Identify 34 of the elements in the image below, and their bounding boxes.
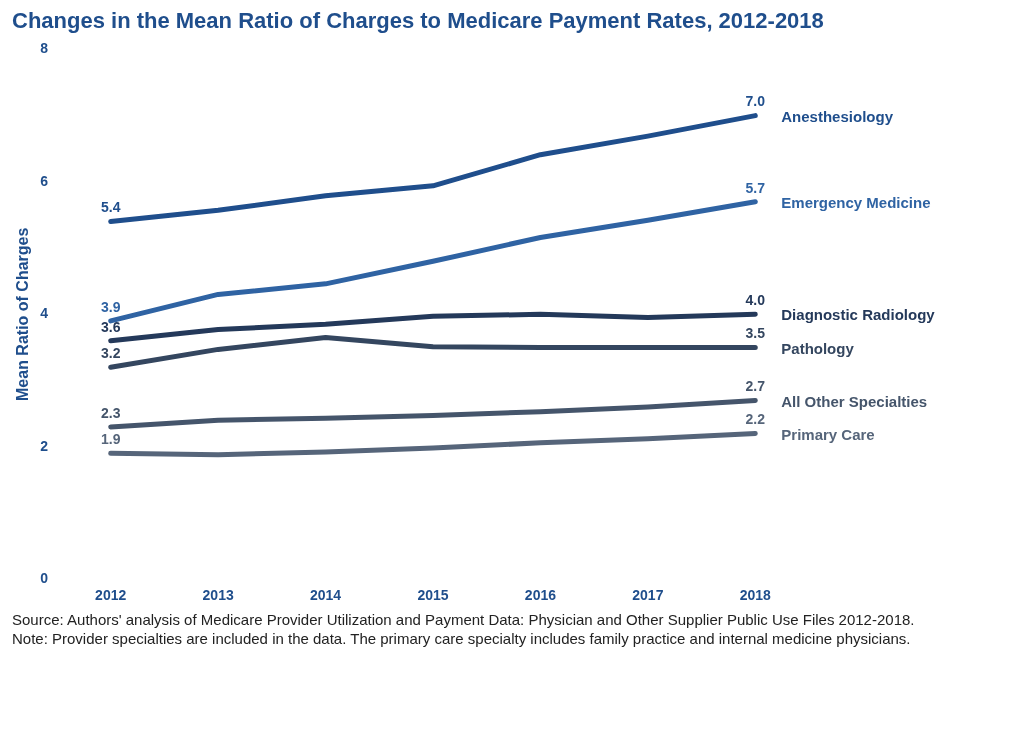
- series-label: Emergency Medicine: [781, 193, 931, 211]
- x-tick-label: 2012: [95, 587, 127, 604]
- data-label: 3.9: [100, 298, 121, 315]
- data-label: 4.0: [745, 292, 766, 309]
- x-tick-label: 2014: [309, 587, 342, 604]
- text: Note: Provider specialties are included in the data. The primary care specialty includes family practice and internal medicine physicians.: [12, 629, 912, 648]
- data-label: 1.9: [100, 431, 121, 448]
- y-tick-label: 8: [40, 40, 49, 57]
- data-label: 5.7: [745, 179, 766, 196]
- data-label: 2.2: [745, 411, 766, 428]
- data-label: 2.7: [745, 378, 766, 395]
- y-tick-label: 6: [40, 172, 49, 189]
- data-label: 3.2: [100, 345, 121, 362]
- chart-title: Changes in the Mean Ratio of Charges to Medicare Payment Rates, 2012-2018: [11, 7, 825, 35]
- data-label: 7.0: [745, 93, 766, 110]
- data-label: 3.6: [100, 318, 121, 335]
- data-label: 2.3: [100, 404, 121, 421]
- x-tick-label: 2013: [202, 587, 234, 604]
- y-tick-label: 0: [40, 570, 49, 587]
- data-label: 5.4: [100, 199, 121, 216]
- x-tick-label: 2016: [524, 587, 557, 604]
- series-label: Primary Care: [781, 425, 875, 443]
- x-tick-label: 2018: [739, 587, 772, 604]
- x-tick-label: 2015: [417, 587, 449, 604]
- y-axis-title: Mean Ratio of Charges: [14, 227, 32, 401]
- series-label: Anesthesiology: [781, 107, 894, 125]
- x-tick-label: 2017: [632, 587, 664, 604]
- series-label: Pathology: [781, 339, 855, 357]
- data-label: 3.5: [745, 325, 766, 342]
- y-tick-label: 2: [40, 437, 49, 454]
- series-label: All Other Specialties: [781, 392, 928, 410]
- series-label: Diagnostic Radiology: [781, 306, 936, 324]
- y-tick-label: 4: [40, 305, 49, 322]
- source-note: Source: Authors' analysis of Medicare Provider Utilization and Payment Data: Physician and Other Supplier Public Use Files 2012-2018.: [12, 610, 916, 629]
